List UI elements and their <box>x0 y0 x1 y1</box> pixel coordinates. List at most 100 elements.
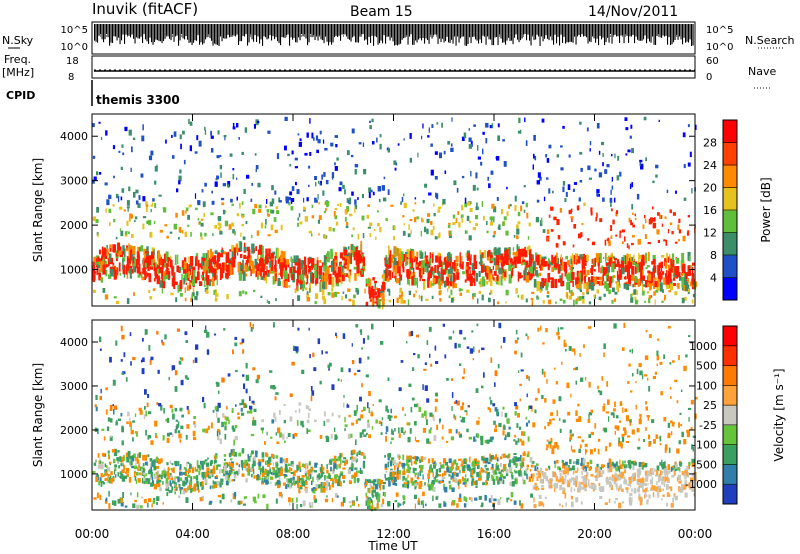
echo-cell <box>619 171 622 177</box>
echo-cell <box>188 271 191 278</box>
echo-cell <box>505 455 508 458</box>
echo-cell <box>178 266 182 272</box>
nsky-bar <box>178 24 180 46</box>
echo-cell <box>369 222 373 227</box>
nsky-bar <box>253 24 255 42</box>
echo-cell <box>478 290 481 294</box>
echo-cell <box>194 277 197 284</box>
echo-cell <box>255 168 257 173</box>
echo-cell <box>443 150 446 155</box>
echo-cell <box>611 275 614 283</box>
echo-cell <box>496 462 498 466</box>
echo-cell <box>330 434 333 439</box>
echo-cell <box>134 431 138 434</box>
nsky-bar <box>569 24 571 42</box>
echo-cell <box>461 261 464 270</box>
echo-cell <box>112 265 115 268</box>
echo-cell <box>375 287 378 291</box>
echo-cell <box>109 461 112 465</box>
echo-cell <box>225 264 229 272</box>
echo-cell <box>358 142 362 145</box>
echo-cell <box>611 154 613 157</box>
echo-cell <box>512 247 515 252</box>
echo-cell <box>416 403 419 408</box>
echo-cell <box>588 413 590 419</box>
echo-cell <box>467 201 471 206</box>
echo-cell <box>603 343 606 349</box>
echo-cell <box>672 267 675 277</box>
echo-cell <box>603 256 605 259</box>
echo-cell <box>557 235 561 240</box>
echo-cell <box>213 481 217 485</box>
echo-cell <box>388 477 390 482</box>
nsky-bar <box>326 24 328 42</box>
echo-cell <box>530 464 534 468</box>
echo-cell <box>195 258 198 267</box>
echo-cell <box>141 368 145 375</box>
nsky-bar <box>119 24 121 45</box>
echo-cell <box>559 473 562 479</box>
echo-cell <box>295 181 297 186</box>
echo-cell <box>395 276 397 282</box>
echo-cell <box>134 499 137 503</box>
echo-cell <box>439 462 442 465</box>
echo-cell <box>664 461 666 467</box>
nsky-bar <box>194 24 196 41</box>
echo-cell <box>659 214 662 219</box>
echo-cell <box>125 452 129 458</box>
echo-cell <box>476 323 479 327</box>
echo-cell <box>283 270 288 279</box>
nsky-bar <box>338 24 340 36</box>
echo-cell <box>661 478 664 485</box>
echo-cell <box>414 474 417 478</box>
nsky-bar <box>584 24 586 37</box>
echo-cell <box>323 172 326 177</box>
echo-cell <box>602 162 604 167</box>
echo-cell <box>311 480 313 485</box>
echo-cell <box>398 503 402 506</box>
echo-cell <box>602 153 604 157</box>
nsky-bar <box>677 24 679 40</box>
echo-cell <box>141 496 144 499</box>
echo-cell <box>126 264 130 271</box>
echo-cell <box>402 407 404 411</box>
echo-cell <box>619 232 621 239</box>
echo-cell <box>692 446 694 452</box>
echo-cell <box>222 413 225 418</box>
echo-cell <box>631 148 634 154</box>
nsky-bar <box>190 24 192 43</box>
echo-cell <box>146 402 149 408</box>
echo-cell <box>640 478 644 483</box>
nsky-bar <box>110 24 112 43</box>
echo-cell <box>267 481 270 485</box>
echo-cell <box>528 222 531 227</box>
echo-cell <box>369 233 372 238</box>
echo-cell <box>532 476 534 483</box>
echo-cell <box>289 191 293 196</box>
echo-cell <box>349 433 353 438</box>
echo-cell <box>228 419 230 425</box>
echo-cell <box>183 467 186 470</box>
echo-cell <box>635 267 637 274</box>
echo-cell <box>195 469 199 472</box>
echo-cell <box>450 297 454 303</box>
echo-cell <box>636 289 638 296</box>
echo-cell <box>424 482 426 486</box>
echo-cell <box>582 292 585 296</box>
nsky-bar <box>128 24 130 36</box>
echo-cell <box>205 270 208 278</box>
nsky-bar <box>218 24 220 46</box>
echo-cell <box>682 235 686 242</box>
echo-cell <box>570 255 574 261</box>
echo-cell <box>683 283 687 292</box>
echo-cell <box>442 269 445 273</box>
echo-cell <box>459 363 462 366</box>
echo-cell <box>590 211 593 216</box>
echo-cell <box>106 199 110 206</box>
echo-cell <box>546 177 549 180</box>
echo-cell <box>429 280 433 288</box>
echo-cell <box>132 420 136 423</box>
echo-cell <box>647 270 651 274</box>
echo-cell <box>549 262 554 266</box>
echo-cell <box>451 117 453 122</box>
